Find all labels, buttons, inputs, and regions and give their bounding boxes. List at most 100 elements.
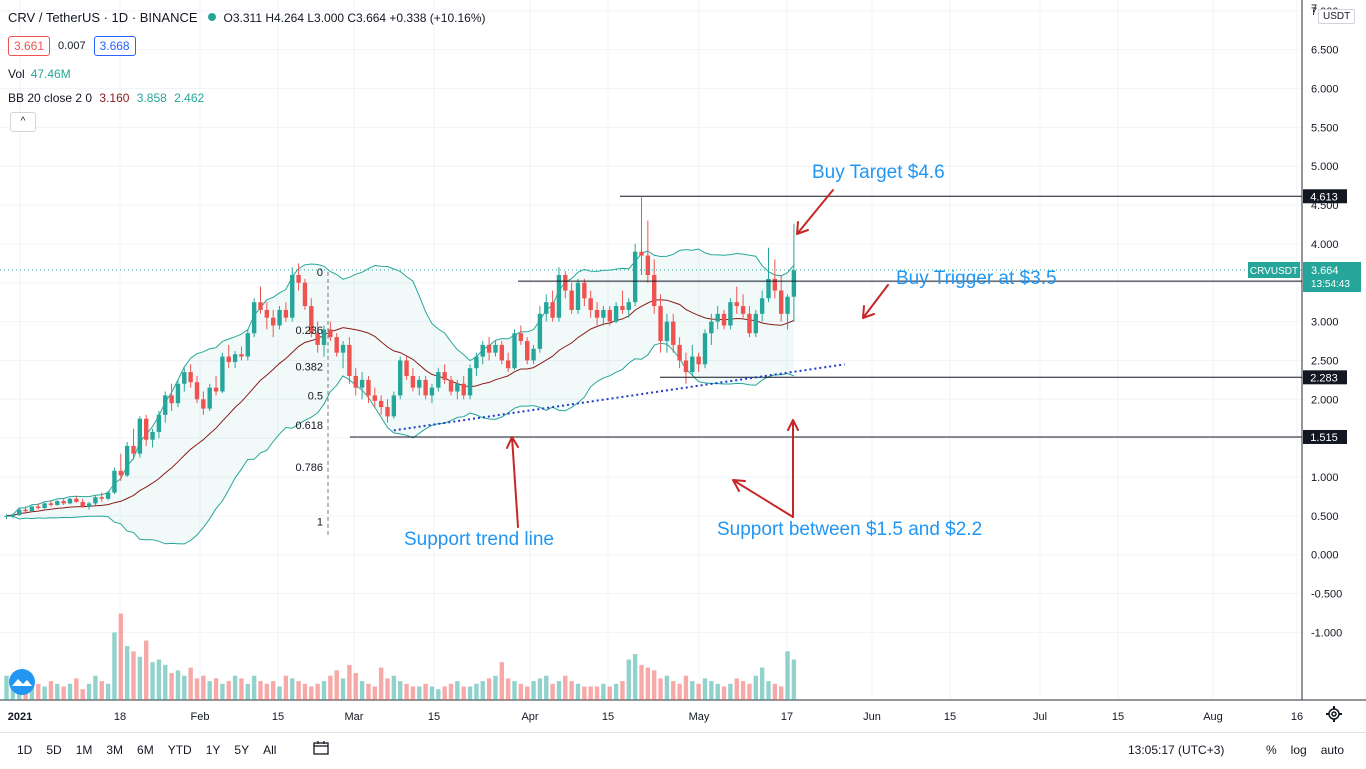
buy-button[interactable]: 3.668 (93, 36, 136, 56)
timeframe-1m[interactable]: 1M (75, 743, 93, 757)
fib-level-label: 0.5 (308, 390, 323, 402)
volume-bar (340, 678, 346, 700)
time-tick-label: 16 (1291, 711, 1303, 723)
volume-bar (690, 681, 695, 700)
volume-bar (302, 683, 308, 700)
time-tick-label: 17 (781, 711, 793, 723)
level-price-tag (1303, 189, 1347, 204)
candle-body (696, 356, 701, 365)
timeframe-1y[interactable]: 1Y (205, 743, 221, 757)
volume-bar (658, 678, 663, 700)
candle-body (785, 296, 790, 314)
volume-bar (245, 683, 250, 700)
symbol-title[interactable]: CRV / TetherUS · 1D · BINANCE (8, 10, 198, 25)
volume-bar (118, 613, 123, 700)
candle-body (563, 274, 568, 291)
timeframe-selector: 1D 5D 1M 3M 6M YTD 1Y 5Y All (10, 743, 283, 757)
timeframe-all[interactable]: All (263, 743, 277, 757)
volume-bar (36, 683, 41, 700)
volume-bar (766, 681, 771, 700)
candle-body (271, 317, 276, 326)
volume-bar (505, 678, 511, 700)
volume-bar (213, 678, 219, 700)
volume-bar (169, 673, 174, 700)
candle-body (531, 348, 536, 361)
volume-bar (747, 683, 752, 700)
fib-level-label: 0.382 (295, 362, 323, 374)
date-range-icon[interactable] (313, 741, 329, 755)
candle-body (575, 282, 581, 310)
candle-body (36, 506, 41, 509)
candle-body (10, 515, 16, 517)
volume-bar (467, 686, 473, 700)
volume-bar (620, 681, 625, 700)
candle-body (55, 501, 60, 505)
annotation-arrow (506, 436, 519, 528)
candle-body (194, 382, 200, 400)
price-chart[interactable]: -1.000-0.5000.0000.5001.0001.5002.0002.5… (0, 0, 1366, 732)
buy-target-annotation: Buy Target $4.6 (812, 162, 945, 183)
settings-gear-icon[interactable] (1325, 705, 1343, 723)
volume-bar (429, 686, 435, 700)
candle-body (480, 344, 485, 357)
candle-body (518, 333, 524, 342)
fib-level-label: 0 (317, 267, 323, 279)
timeframe-5y[interactable]: 5Y (234, 743, 250, 757)
volume-bar (271, 681, 276, 700)
volume-bar (283, 675, 289, 700)
price-tick-label: -1.000 (1311, 627, 1342, 639)
candle-body (188, 372, 193, 383)
candle-body (207, 387, 212, 409)
annotation-arrow (796, 189, 834, 235)
time-tick-label: 15 (428, 711, 440, 723)
candle-body (734, 302, 739, 307)
collapse-legend-button[interactable]: ^ (10, 112, 36, 132)
sell-button[interactable]: 3.661 (8, 36, 51, 56)
volume-bar (277, 686, 282, 700)
volume-bar (391, 675, 397, 700)
volume-bar (220, 683, 225, 700)
time-tick-label: 15 (272, 711, 284, 723)
volume-legend[interactable]: Vol 47.46M (8, 67, 71, 81)
price-tick-label: 5.500 (1311, 122, 1339, 134)
log-scale-toggle[interactable]: log (1290, 743, 1307, 757)
timeframe-ytd[interactable]: YTD (167, 743, 192, 757)
candle-body (620, 306, 625, 310)
volume-bar (734, 678, 739, 700)
volume-bar (664, 675, 670, 700)
volume-bar (398, 681, 403, 700)
time-tick-label: Aug (1203, 711, 1223, 723)
candle-body (632, 251, 638, 303)
annotation-arrow (787, 419, 799, 518)
candle-body (747, 313, 752, 334)
candle-body (601, 309, 606, 318)
candle-body (766, 278, 771, 299)
volume-bar (594, 686, 600, 700)
auto-scale-toggle[interactable]: auto (1320, 743, 1345, 757)
candle-body (429, 387, 435, 396)
candle-body (23, 509, 28, 512)
timeframe-5d[interactable]: 5D (46, 743, 62, 757)
candle-body (702, 333, 708, 365)
volume-bar (334, 670, 339, 700)
volume-bar (410, 686, 416, 700)
volume-bar (264, 683, 270, 700)
volume-bar (677, 683, 682, 700)
currency-badge[interactable]: USDT (1318, 9, 1356, 24)
candle-body (17, 509, 22, 516)
bollinger-legend[interactable]: BB 20 close 2 0 3.160 3.858 2.462 (8, 91, 208, 105)
volume-bar (645, 667, 651, 700)
candle-body (499, 344, 504, 361)
volume-bar (404, 683, 409, 700)
candle-body (340, 344, 346, 353)
percent-scale-toggle[interactable]: % (1266, 743, 1277, 757)
volume-bar (226, 681, 231, 700)
timeframe-1d[interactable]: 1D (17, 743, 33, 757)
volume-bar (486, 678, 492, 700)
timeframe-6m[interactable]: 6M (137, 743, 154, 757)
tradingview-logo-icon[interactable] (6, 668, 38, 696)
price-tick-label: 6.000 (1311, 84, 1339, 96)
timeframe-3m[interactable]: 3M (106, 743, 124, 757)
clock-display[interactable]: 13:05:17 (UTC+3) (1128, 743, 1225, 757)
bb-upper-value: 3.858 (136, 91, 167, 105)
